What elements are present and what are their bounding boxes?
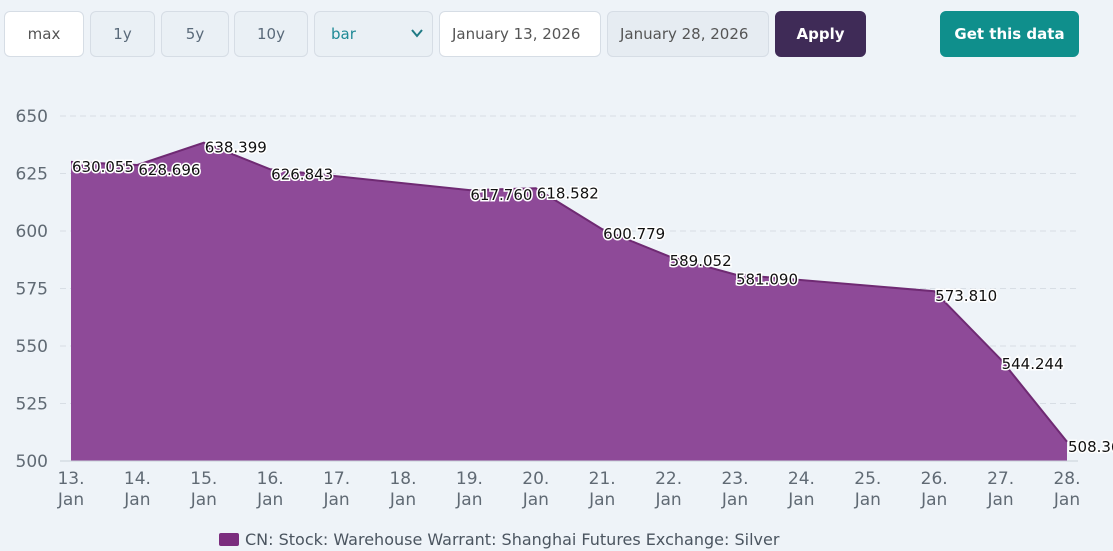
- data-label: 544.244: [1002, 355, 1064, 373]
- x-tick-label-day: 17.: [323, 469, 350, 489]
- chart-type-select[interactable]: bar: [314, 11, 433, 57]
- x-tick-label-day: 22.: [655, 469, 682, 489]
- range-5y-button[interactable]: 5y: [161, 11, 229, 57]
- x-tick-label-month: Jan: [1053, 490, 1080, 510]
- x-tick-label-day: 19.: [456, 469, 483, 489]
- x-tick-label-day: 20.: [522, 469, 549, 489]
- toolbar: max 1y 5y 10y bar January 13, 2026 Janua…: [0, 0, 1113, 70]
- y-tick-label: 650: [16, 107, 48, 127]
- range-1y-button[interactable]: 1y: [90, 11, 155, 57]
- y-tick-label: 525: [16, 395, 48, 415]
- x-tick-label-month: Jan: [986, 490, 1013, 510]
- y-tick-label: 625: [16, 165, 48, 185]
- data-label: 508.368: [1068, 438, 1113, 456]
- end-date-input[interactable]: January 28, 2026: [607, 11, 769, 57]
- start-date-input[interactable]: January 13, 2026: [439, 11, 601, 57]
- x-tick-label-day: 28.: [1053, 469, 1080, 489]
- data-label: 617.760: [470, 186, 532, 204]
- get-this-data-button[interactable]: Get this data: [940, 11, 1079, 57]
- x-tick-label-month: Jan: [190, 490, 217, 510]
- x-tick-label-month: Jan: [920, 490, 947, 510]
- chevron-down-icon: [411, 29, 423, 38]
- apply-button[interactable]: Apply: [775, 11, 866, 57]
- x-tick-label-month: Jan: [721, 490, 748, 510]
- x-tick-label-month: Jan: [256, 490, 283, 510]
- x-tick-label-day: 13.: [57, 469, 84, 489]
- y-tick-label: 600: [16, 222, 48, 242]
- x-tick-label-day: 15.: [190, 469, 217, 489]
- x-tick-label-day: 23.: [721, 469, 748, 489]
- x-tick-label-day: 24.: [788, 469, 815, 489]
- x-tick-label-month: Jan: [588, 490, 615, 510]
- x-tick-label-day: 14.: [124, 469, 151, 489]
- x-tick-label-day: 21.: [589, 469, 616, 489]
- x-tick-label-month: Jan: [322, 490, 349, 510]
- range-10y-button[interactable]: 10y: [234, 11, 308, 57]
- x-tick-label-month: Jan: [123, 490, 150, 510]
- series-line: [70, 141, 1068, 443]
- data-label: 573.810: [935, 287, 997, 305]
- x-tick-label-day: 16.: [257, 469, 284, 489]
- legend-swatch: [219, 532, 239, 546]
- area-chart: 500 525 550 575 600 625 650 630.055 628.696 638.3…: [16, 107, 1113, 510]
- chart-type-value: bar: [331, 25, 356, 43]
- x-tick-label-month: Jan: [787, 490, 814, 510]
- x-tick-label-month: Jan: [455, 490, 482, 510]
- x-tick-label-day: 27.: [987, 469, 1014, 489]
- data-label: 618.582: [537, 184, 599, 202]
- x-tick-label-day: 18.: [389, 469, 416, 489]
- x-tick-label-month: Jan: [854, 490, 881, 510]
- y-tick-label: 575: [16, 280, 48, 300]
- range-max-button[interactable]: max: [4, 11, 84, 57]
- data-label: 638.399: [205, 139, 267, 157]
- x-tick-label-month: Jan: [654, 490, 681, 510]
- data-label: 589.052: [670, 252, 732, 270]
- series-area: [71, 142, 1067, 461]
- x-tick-label-month: Jan: [57, 490, 84, 510]
- x-tick-label-day: 25.: [854, 469, 881, 489]
- x-tick-label-month: Jan: [389, 490, 416, 510]
- y-tick-label: 500: [16, 452, 48, 472]
- x-tick-label-day: 26.: [921, 469, 948, 489]
- y-tick-label: 550: [16, 337, 48, 357]
- data-label: 600.779: [603, 225, 665, 243]
- data-label: 630.055: [72, 158, 134, 176]
- data-label: 581.090: [736, 270, 798, 288]
- legend[interactable]: CN: Stock: Warehouse Warrant: Shanghai F…: [219, 529, 779, 549]
- data-label: 626.843: [271, 165, 333, 183]
- data-label: 628.696: [138, 161, 200, 179]
- legend-label: CN: Stock: Warehouse Warrant: Shanghai F…: [245, 529, 780, 549]
- x-tick-label-month: Jan: [522, 490, 549, 510]
